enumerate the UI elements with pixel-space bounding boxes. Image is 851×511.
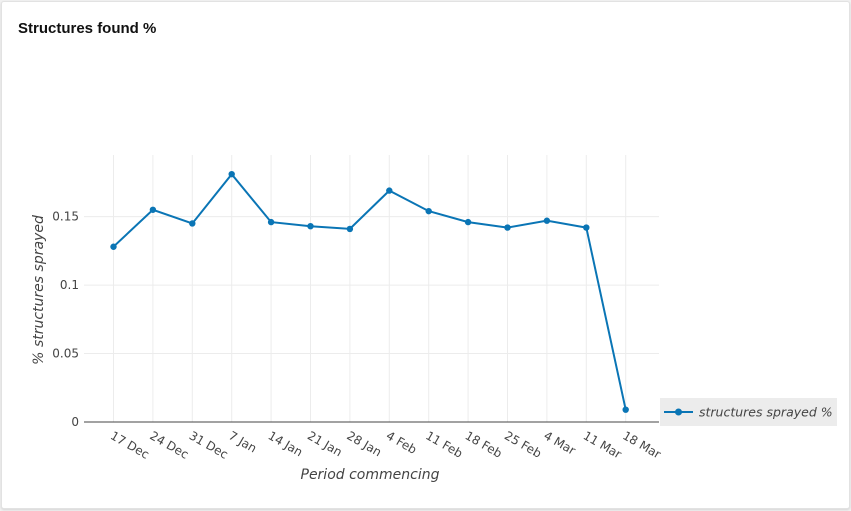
x-tick-label: 4 Feb (384, 428, 419, 456)
data-point[interactable] (464, 218, 472, 226)
data-point[interactable] (228, 170, 235, 178)
x-tick-label: 18 Feb (463, 428, 505, 460)
y-gridlines (84, 216, 659, 355)
data-point[interactable] (543, 217, 551, 224)
x-tick-label: 17 Dec (108, 428, 152, 461)
y-axis-title: % structures sprayed (31, 215, 47, 365)
data-point[interactable] (149, 206, 157, 213)
series-points (110, 170, 629, 413)
data-point[interactable] (189, 220, 196, 227)
data-point[interactable] (110, 243, 117, 250)
x-tick-label: 7 Jan (226, 428, 259, 455)
y-tick-label: 0.15 (52, 210, 79, 224)
y-tick-label: 0.1 (60, 278, 79, 292)
x-tick-label: 21 Jan (305, 428, 345, 459)
data-point[interactable] (504, 224, 511, 231)
x-gridlines (113, 155, 627, 422)
data-point[interactable] (622, 406, 629, 413)
data-point[interactable] (267, 218, 275, 226)
y-tick-label: 0.05 (52, 347, 79, 361)
data-point[interactable] (346, 225, 354, 233)
card-title: Structures found % (18, 20, 157, 37)
x-tick-label: 25 Feb (502, 428, 544, 460)
data-point[interactable] (583, 224, 590, 231)
x-tick-label: 14 Jan (266, 428, 306, 459)
x-tick-label: 4 Mar (541, 428, 578, 457)
x-tick-label: 28 Jan (344, 428, 384, 459)
legend[interactable]: structures sprayed % (660, 398, 837, 426)
legend-label: structures sprayed % (699, 405, 833, 420)
y-tick-labels: 0 0.05 0.1 0.15 (52, 210, 79, 429)
x-tick-label: 31 Dec (187, 428, 231, 461)
x-tick-label: 11 Mar (581, 428, 624, 461)
x-tick-label: 18 Mar (620, 428, 663, 461)
data-point[interactable] (386, 187, 393, 194)
x-tick-label: 24 Dec (147, 428, 191, 461)
x-tick-label: 11 Feb (423, 428, 465, 460)
data-point[interactable] (425, 207, 432, 215)
legend-marker-swatch (675, 408, 682, 416)
x-axis-title: Period commencing (301, 467, 440, 483)
series-line (112, 172, 627, 410)
y-tick-label: 0 (71, 415, 79, 429)
data-point[interactable] (307, 223, 314, 230)
